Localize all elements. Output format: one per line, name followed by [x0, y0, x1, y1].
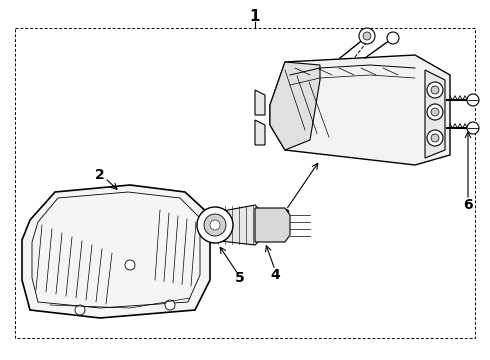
Polygon shape: [255, 208, 290, 242]
Circle shape: [197, 207, 233, 243]
Circle shape: [427, 130, 443, 146]
Circle shape: [387, 32, 399, 44]
Circle shape: [204, 214, 226, 236]
Polygon shape: [22, 185, 210, 318]
Circle shape: [125, 260, 135, 270]
Circle shape: [165, 300, 175, 310]
Circle shape: [75, 305, 85, 315]
Polygon shape: [270, 55, 450, 165]
Text: 4: 4: [270, 268, 280, 282]
Circle shape: [467, 94, 479, 106]
Circle shape: [431, 108, 439, 116]
Text: 6: 6: [463, 198, 473, 212]
Circle shape: [427, 82, 443, 98]
Circle shape: [431, 134, 439, 142]
Circle shape: [427, 104, 443, 120]
Polygon shape: [212, 205, 265, 245]
Polygon shape: [255, 90, 265, 115]
Circle shape: [359, 28, 375, 44]
Text: 5: 5: [235, 271, 245, 285]
Text: 1: 1: [250, 9, 260, 23]
Bar: [15, 28, 475, 338]
Circle shape: [431, 86, 439, 94]
Circle shape: [363, 32, 371, 40]
Text: 2: 2: [95, 168, 105, 182]
Circle shape: [467, 122, 479, 134]
Text: 3: 3: [280, 208, 290, 222]
Polygon shape: [255, 120, 265, 145]
Polygon shape: [270, 62, 320, 150]
Circle shape: [210, 220, 220, 230]
Polygon shape: [425, 70, 445, 158]
